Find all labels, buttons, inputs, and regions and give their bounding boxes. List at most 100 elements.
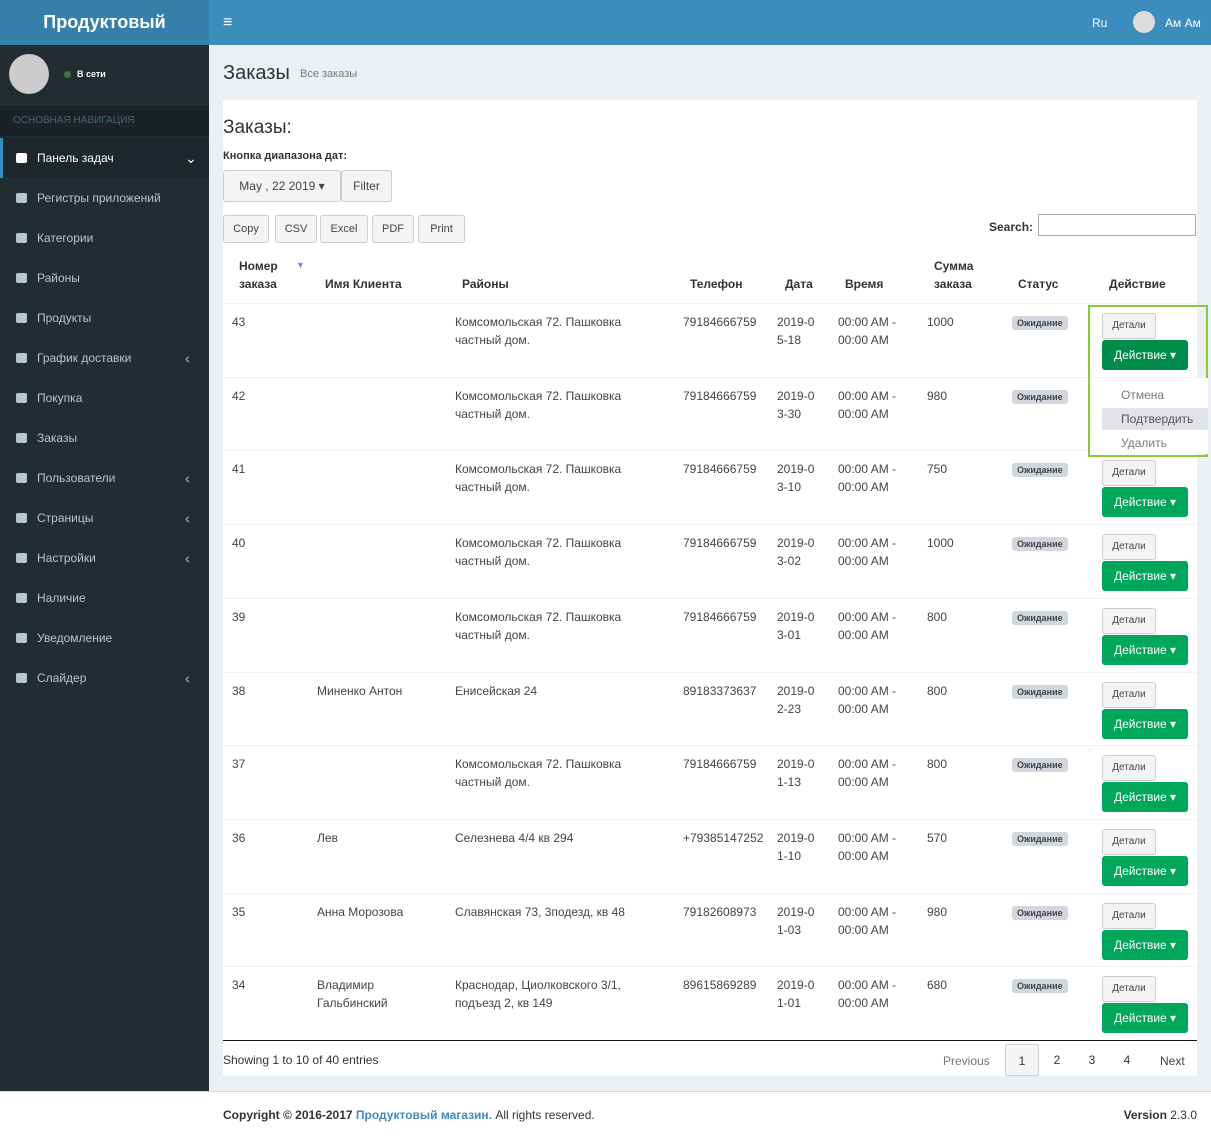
details-button[interactable]: Детали bbox=[1102, 460, 1156, 487]
nav-item[interactable]: Страницы ‹ bbox=[0, 498, 209, 538]
status-badge: Ожидание bbox=[1012, 463, 1068, 478]
cell-time: 00:00 AM - 00:00 AM bbox=[838, 536, 897, 569]
dropdown-item[interactable]: Подтвердить bbox=[1102, 408, 1208, 430]
dropdown-item[interactable]: Удалить bbox=[1121, 436, 1167, 450]
cell-phone: 79182608973 bbox=[683, 904, 757, 919]
nav-chevron: ‹ bbox=[185, 670, 190, 686]
nav-label: Настройки bbox=[37, 551, 96, 565]
date-button[interactable]: May , 22 2019 ▾ bbox=[223, 170, 341, 202]
footer-link[interactable]: Продуктовый магазин. bbox=[355, 1108, 492, 1122]
footer: Copyright © 2016-2017 Продуктовый магази… bbox=[0, 1091, 1211, 1138]
status-badge: Ожидание bbox=[1012, 316, 1068, 330]
filter-button[interactable]: Filter bbox=[341, 170, 392, 202]
cell-date: 2019-03-01 bbox=[777, 609, 815, 642]
cell-client: Лев bbox=[317, 830, 338, 845]
pagination-page[interactable]: 1 bbox=[1005, 1044, 1039, 1076]
details-button[interactable]: Детали bbox=[1102, 976, 1156, 1003]
nav-chevron: ‹ bbox=[185, 470, 190, 486]
column-header[interactable]: Статус bbox=[1018, 277, 1059, 291]
nav-label: Категории bbox=[37, 231, 94, 245]
nav-item[interactable]: Слайдер ‹ bbox=[0, 658, 209, 698]
action-button[interactable]: Действие ▾ bbox=[1102, 634, 1188, 665]
cell-phone: 79184666759 bbox=[683, 757, 757, 772]
status-badge: Ожидание bbox=[1012, 831, 1068, 846]
cell-date: 2019-01-10 bbox=[777, 830, 815, 863]
column-header[interactable]: Время bbox=[845, 277, 884, 291]
details-button[interactable]: Детали bbox=[1102, 534, 1156, 561]
cell-id: 36 bbox=[232, 830, 246, 845]
nav-item[interactable]: Регистры приложений bbox=[0, 178, 209, 218]
nav-item[interactable]: Заказы bbox=[0, 418, 209, 458]
page-subtitle: Все заказы bbox=[300, 68, 358, 80]
nav-item[interactable]: Наличие bbox=[0, 578, 209, 618]
details-button[interactable]: Детали bbox=[1102, 313, 1156, 339]
column-header[interactable]: Имя Клиента bbox=[325, 277, 402, 291]
action-button[interactable]: Действие ▾ bbox=[1102, 855, 1188, 886]
version-label: Version bbox=[1123, 1108, 1167, 1122]
user-name[interactable]: Ам Ам bbox=[1165, 16, 1201, 30]
nav-item[interactable]: Панель задач ⌄ bbox=[0, 138, 209, 178]
nav-item[interactable]: Категории bbox=[0, 218, 209, 258]
details-button[interactable]: Детали bbox=[1102, 828, 1156, 855]
export-button[interactable]: Excel bbox=[320, 215, 368, 243]
action-label: Действие bbox=[1113, 348, 1167, 362]
action-button[interactable]: Действие ▾ bbox=[1102, 929, 1188, 960]
nav-title: ОСНОВНАЯ НАВИГАЦИЯ bbox=[0, 106, 209, 136]
caret: ▾ bbox=[1166, 716, 1177, 731]
nav-icon bbox=[16, 193, 27, 203]
caret: ▾ bbox=[1166, 863, 1177, 878]
nav-item[interactable]: Настройки ‹ bbox=[0, 538, 209, 578]
status-badge: Ожидание bbox=[1012, 905, 1068, 920]
pagination-next[interactable]: Next bbox=[1160, 1054, 1185, 1068]
nav-item[interactable]: Продукты bbox=[0, 298, 209, 338]
cell-date: 2019-03-30 bbox=[777, 388, 815, 421]
details-button[interactable]: Детали bbox=[1102, 755, 1156, 782]
details-button[interactable]: Детали bbox=[1102, 902, 1156, 929]
cell-id: 40 bbox=[232, 536, 246, 551]
action-button[interactable]: Действие ▾ bbox=[1102, 782, 1188, 813]
pagination-page[interactable]: 4 bbox=[1123, 1053, 1131, 1067]
action-button[interactable]: Действие ▾ bbox=[1102, 708, 1188, 739]
action-button[interactable]: Действие ▾ bbox=[1102, 561, 1188, 592]
nav-label: График доставки bbox=[37, 351, 132, 365]
column-header[interactable]: Действие bbox=[1109, 277, 1166, 291]
nav-item[interactable]: Районы bbox=[0, 258, 209, 298]
row-border bbox=[223, 966, 1197, 968]
nav-item[interactable]: Покупка bbox=[0, 378, 209, 418]
export-button[interactable]: Copy bbox=[223, 215, 269, 243]
details-button[interactable]: Детали bbox=[1102, 607, 1156, 634]
search-input[interactable] bbox=[1038, 214, 1196, 236]
nav-icon bbox=[16, 393, 27, 403]
column-header[interactable]: Сумма заказа bbox=[934, 259, 974, 291]
export-button[interactable]: CSV bbox=[275, 215, 317, 243]
brand[interactable]: Продуктовый bbox=[0, 0, 209, 45]
cell-district: Краснодар, Циолковского 3/1, подъезд 2, … bbox=[455, 978, 621, 1011]
nav-item[interactable]: Уведомление bbox=[0, 618, 209, 658]
row-border bbox=[223, 892, 1197, 894]
navbar: ≡ Ru Ам Ам bbox=[209, 0, 1211, 45]
pagination-previous[interactable]: Previous bbox=[943, 1054, 990, 1068]
export-button[interactable]: PDF bbox=[372, 215, 414, 243]
dropdown-item[interactable]: Отмена bbox=[1121, 388, 1165, 402]
action-button[interactable]: Действие ▾ bbox=[1102, 1003, 1188, 1034]
cell-time: 00:00 AM - 00:00 AM bbox=[838, 757, 897, 790]
pagination-page[interactable]: 2 bbox=[1053, 1053, 1061, 1067]
nav-item[interactable]: Пользователи ‹ bbox=[0, 458, 209, 498]
status-badge: Ожидание bbox=[1012, 610, 1068, 625]
column-header[interactable]: Номер заказа bbox=[239, 259, 278, 291]
action-button[interactable]: Действие ▾ bbox=[1102, 487, 1188, 518]
nav-icon bbox=[16, 473, 27, 483]
details-button[interactable]: Детали bbox=[1102, 681, 1156, 708]
column-header[interactable]: Районы bbox=[462, 277, 509, 291]
pagination-page[interactable]: 3 bbox=[1088, 1053, 1096, 1067]
column-header[interactable]: Телефон bbox=[690, 277, 743, 291]
nav-icon bbox=[16, 313, 27, 323]
action-button[interactable]: Действие ▾ bbox=[1102, 340, 1188, 370]
nav-item[interactable]: График доставки ‹ bbox=[0, 338, 209, 378]
cell-phone: 89615869289 bbox=[683, 978, 757, 993]
menu-toggle[interactable]: ≡ bbox=[223, 14, 233, 31]
export-button[interactable]: Print bbox=[418, 215, 465, 243]
row-border bbox=[223, 671, 1197, 673]
language[interactable]: Ru bbox=[1092, 16, 1108, 30]
column-header[interactable]: Дата bbox=[785, 277, 813, 291]
